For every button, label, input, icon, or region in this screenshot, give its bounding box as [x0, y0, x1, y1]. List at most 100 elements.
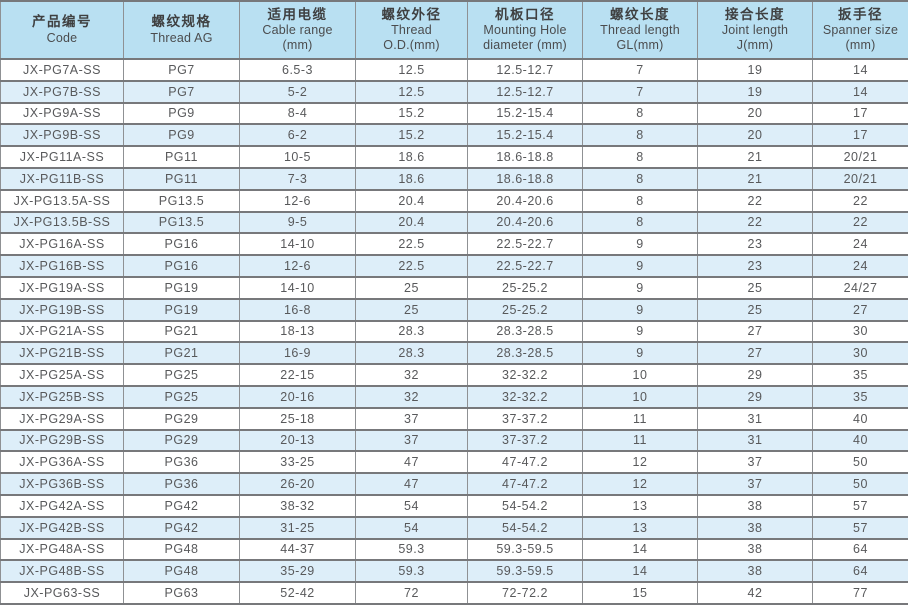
- table-row: JX-PG63-SS PG63 52-42 72 72-72.2 15 42 77: [0, 581, 908, 604]
- table-cell: 38: [697, 537, 813, 561]
- table-row: JX-PG19B-SS PG19 16-8 25 25-25.2 9 25 27: [0, 297, 908, 321]
- table-cell: 14-10: [239, 232, 356, 256]
- table-cell: PG63: [123, 581, 240, 604]
- table-cell: PG13.5: [123, 210, 240, 234]
- table-cell: 24: [812, 232, 908, 256]
- table-row: JX-PG29A-SS PG29 25-18 37 37-37.2 11 31 40: [0, 406, 908, 430]
- table-cell: 24/27: [812, 275, 908, 299]
- table-cell: 72: [355, 581, 468, 604]
- table-row: JX-PG25B-SS PG25 20-16 32 32-32.2 10 29 35: [0, 384, 908, 408]
- table-row: JX-PG29B-SS PG29 20-13 37 37-37.2 11 31 40: [0, 428, 908, 452]
- column-header-2: 螺纹规格 Thread AG: [123, 0, 240, 59]
- table-cell: 8-4: [239, 101, 356, 125]
- table-cell: 27: [812, 297, 908, 321]
- table-cell: JX-PG25A-SS: [0, 363, 124, 386]
- table-cell: JX-PG21A-SS: [0, 319, 124, 343]
- table-cell: 47: [355, 472, 468, 495]
- table-cell: PG9: [123, 123, 240, 147]
- column-header-1: 产品编号 Code: [0, 0, 124, 59]
- table-cell: JX-PG16B-SS: [0, 254, 124, 277]
- table-cell: PG48: [123, 559, 240, 583]
- table-cell: JX-PG7A-SS: [0, 58, 124, 81]
- column-header-7: 接合长度 Joint length J(mm): [697, 0, 813, 59]
- table-cell: 12.5: [355, 79, 468, 103]
- table-cell: PG21: [123, 341, 240, 365]
- table-cell: 54: [355, 493, 468, 517]
- table-cell: PG48: [123, 537, 240, 561]
- table-cell: 25-18: [239, 406, 356, 430]
- table-cell: 25-25.2: [467, 297, 583, 321]
- table-header: 产品编号 Code 螺纹规格 Thread AG 适用电缆 Cable range (mm)…: [0, 0, 908, 59]
- table-cell: 29: [697, 384, 813, 408]
- table-cell: 14: [582, 537, 698, 561]
- table-cell: 29: [697, 363, 813, 386]
- table-cell: 54-54.2: [467, 515, 583, 539]
- table-cell: 8: [582, 188, 698, 212]
- table-row: JX-PG13.5B-SS PG13.5 9-5 20.4 20.4-20.6 8 22 22: [0, 210, 908, 234]
- table-cell: 37: [355, 428, 468, 452]
- table-cell: 10-5: [239, 145, 356, 168]
- table-cell: 20.4: [355, 188, 468, 212]
- table-cell: PG42: [123, 515, 240, 539]
- table-cell: 18.6: [355, 166, 468, 190]
- table-cell: 37: [355, 406, 468, 430]
- table-cell: 22-15: [239, 363, 356, 386]
- table-cell: 37-37.2: [467, 428, 583, 452]
- table-cell: 35: [812, 384, 908, 408]
- table-cell: PG16: [123, 232, 240, 256]
- table-cell: 31: [697, 428, 813, 452]
- table-cell: PG16: [123, 254, 240, 277]
- table-cell: 28.3-28.5: [467, 341, 583, 365]
- table-cell: 32-32.2: [467, 384, 583, 408]
- table-cell: 27: [697, 319, 813, 343]
- table-cell: 15.2: [355, 123, 468, 147]
- table-cell: JX-PG42B-SS: [0, 515, 124, 539]
- table-cell: JX-PG36B-SS: [0, 472, 124, 495]
- column-header-label-en: Thread AG: [150, 30, 213, 45]
- table-cell: 57: [812, 493, 908, 517]
- column-header-label-en: Thread: [391, 22, 432, 37]
- table-cell: 15: [582, 581, 698, 604]
- table-cell: 6.5-3: [239, 58, 356, 81]
- table-cell: 37: [697, 472, 813, 495]
- table-cell: 22: [697, 188, 813, 212]
- table-cell: 9: [582, 319, 698, 343]
- table-cell: JX-PG19B-SS: [0, 297, 124, 321]
- table-row: JX-PG13.5A-SS PG13.5 12-6 20.4 20.4-20.6 8 22 2…: [0, 188, 908, 212]
- table-body: JX-PG7A-SS PG7 6.5-3 12.5 12.5-12.7 7 19 14 JX-P…: [0, 58, 908, 604]
- column-header-label-en: (mm): [282, 38, 313, 53]
- table-cell: 9: [582, 341, 698, 365]
- table-cell: 40: [812, 428, 908, 452]
- table-cell: 12-6: [239, 254, 356, 277]
- table-row: JX-PG42A-SS PG42 38-32 54 54-54.2 13 38 57: [0, 493, 908, 517]
- table-cell: 7: [582, 58, 698, 81]
- table-cell: 25: [697, 275, 813, 299]
- table-cell: JX-PG48B-SS: [0, 559, 124, 583]
- table-cell: 16-9: [239, 341, 356, 365]
- column-header-label-zh: 螺纹长度: [610, 6, 670, 22]
- column-header-label-zh: 接合长度: [725, 6, 785, 22]
- table-cell: 22: [812, 188, 908, 212]
- column-header-label-zh: 适用电缆: [267, 6, 328, 22]
- table-cell: 37-37.2: [467, 406, 583, 430]
- table-row: JX-PG21B-SS PG21 16-9 28.3 28.3-28.5 9 27 30: [0, 341, 908, 365]
- table-row: JX-PG7A-SS PG7 6.5-3 12.5 12.5-12.7 7 19 14: [0, 58, 908, 81]
- table-cell: 15.2-15.4: [467, 123, 583, 147]
- table-cell: JX-PG25B-SS: [0, 384, 124, 408]
- column-header-label-zh: 产品编号: [32, 14, 92, 30]
- table-row: JX-PG16B-SS PG16 12-6 22.5 22.5-22.7 9 23 24: [0, 254, 908, 277]
- table-cell: 25: [355, 297, 468, 321]
- table-cell: 20-13: [239, 428, 356, 452]
- column-header-6: 螺纹长度 Thread length GL(mm): [582, 0, 698, 59]
- table-cell: 64: [812, 537, 908, 561]
- table-cell: 20.4-20.6: [467, 188, 583, 212]
- table-cell: 54-54.2: [467, 493, 583, 517]
- table-cell: 26-20: [239, 472, 356, 495]
- table-cell: PG9: [123, 101, 240, 125]
- table-cell: 35: [812, 363, 908, 386]
- table-cell: 38-32: [239, 493, 356, 517]
- table-cell: JX-PG9B-SS: [0, 123, 124, 147]
- table-row: JX-PG42B-SS PG42 31-25 54 54-54.2 13 38 57: [0, 515, 908, 539]
- table-cell: JX-PG36A-SS: [0, 450, 124, 474]
- table-cell: PG25: [123, 363, 240, 386]
